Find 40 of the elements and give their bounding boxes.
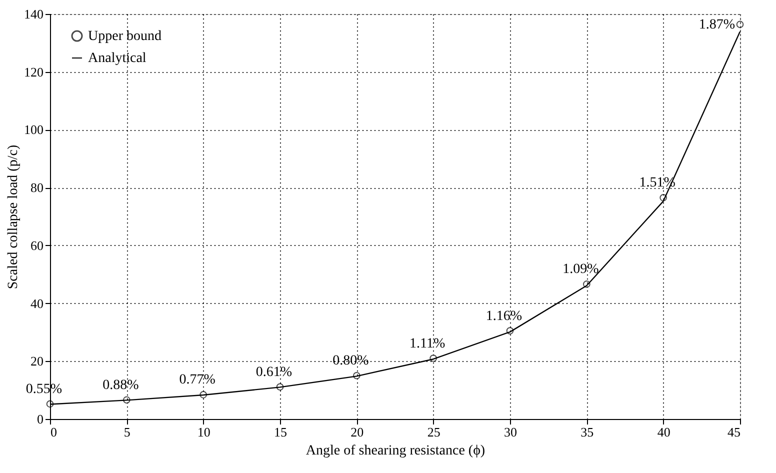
annotation: 0.77% [179,372,216,388]
y-tick-label: 100 [24,122,44,138]
y-axis-title: Scaled collapse load (p/c) [6,144,21,290]
y-tick-label: 20 [30,354,44,369]
x-tick-label: 20 [350,424,364,440]
x-tick-label: 45 [728,424,740,440]
point [276,383,284,391]
y-tick-label: 40 [30,296,44,311]
legend-label: Analytical [88,51,146,66]
annotation: 1.11% [410,336,446,352]
annotation: 0.88% [102,378,140,393]
point [353,372,360,380]
x-tick-label: 35 [580,424,594,440]
annotation: 0.80% [332,354,370,369]
y-tick-label: 80 [30,180,44,196]
y-tick-label: 60 [30,238,44,253]
x-axis-title: Angle of shearing resistance (ϕ) [306,444,486,458]
x-tick-label: 40 [657,424,670,440]
annotation: 1.09% [562,262,600,278]
annotation: 0.61% [256,364,292,380]
x-tick-label: 10 [197,424,210,440]
point [506,327,514,334]
x-tick-label: 0 [50,424,57,440]
point [46,400,54,408]
point [736,20,744,28]
legend-label: Upper bound [88,29,162,44]
point [200,391,207,398]
x-tick-label: 15 [274,424,287,440]
x-tick-label: 30 [504,424,517,440]
annotation: 1.16% [486,308,522,324]
x-tick-label: 5 [124,424,130,440]
point [123,396,130,404]
x-tick-label: 25 [427,424,440,440]
y-tick-label: 120 [24,64,44,80]
point [660,194,667,202]
annotation: 1.87% [698,17,736,32]
y-tick-label: 0 [37,412,44,426]
y-tick-label: 140 [24,6,44,22]
point [583,280,590,288]
point [430,354,437,362]
